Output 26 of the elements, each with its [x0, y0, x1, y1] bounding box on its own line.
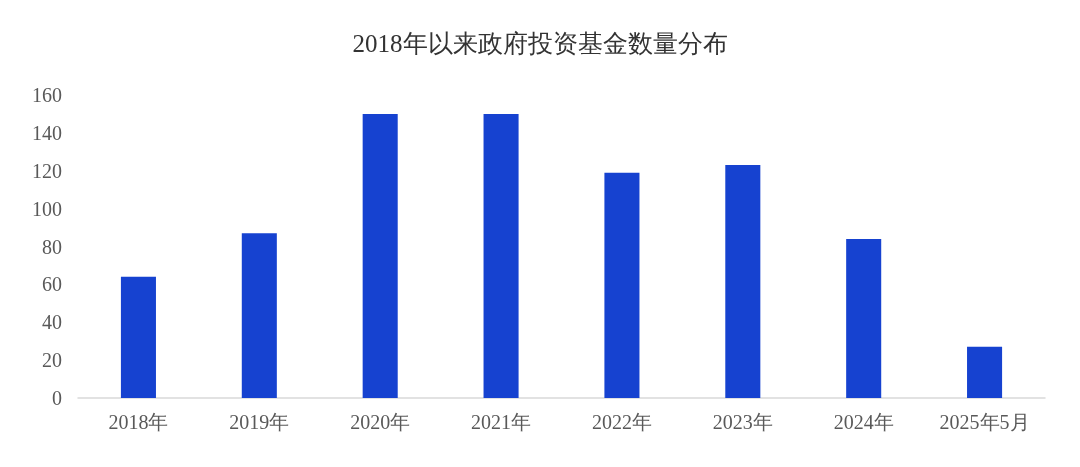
y-tick-label: 40	[42, 311, 62, 334]
y-tick-label: 20	[42, 349, 62, 372]
bar	[604, 172, 640, 398]
bar	[725, 165, 761, 398]
y-tick-label: 100	[32, 197, 62, 220]
x-tick-label: 2025年5月	[939, 411, 1030, 433]
x-tick-label: 2018年	[108, 411, 169, 433]
bar	[120, 276, 156, 398]
y-tick-label: 80	[42, 235, 62, 258]
y-tick-label: 120	[32, 159, 62, 182]
bar	[967, 346, 1003, 398]
x-tick-label: 2023年	[712, 411, 773, 433]
x-tick-label: 2020年	[350, 411, 411, 433]
y-tick-label: 0	[52, 387, 62, 409]
bar	[483, 113, 519, 398]
y-tick-label: 140	[32, 121, 62, 144]
chart-title: 2018年以来政府投资基金数量分布	[352, 30, 728, 57]
x-tick-label: 2024年	[833, 411, 894, 433]
bar	[362, 113, 398, 398]
x-tick-label: 2019年	[229, 411, 290, 433]
y-tick-label: 60	[42, 273, 62, 296]
x-tick-label: 2021年	[471, 411, 532, 433]
bar	[846, 238, 882, 398]
bar	[241, 233, 277, 398]
y-tick-label: 160	[32, 84, 62, 106]
x-tick-label: 2022年	[591, 411, 652, 433]
